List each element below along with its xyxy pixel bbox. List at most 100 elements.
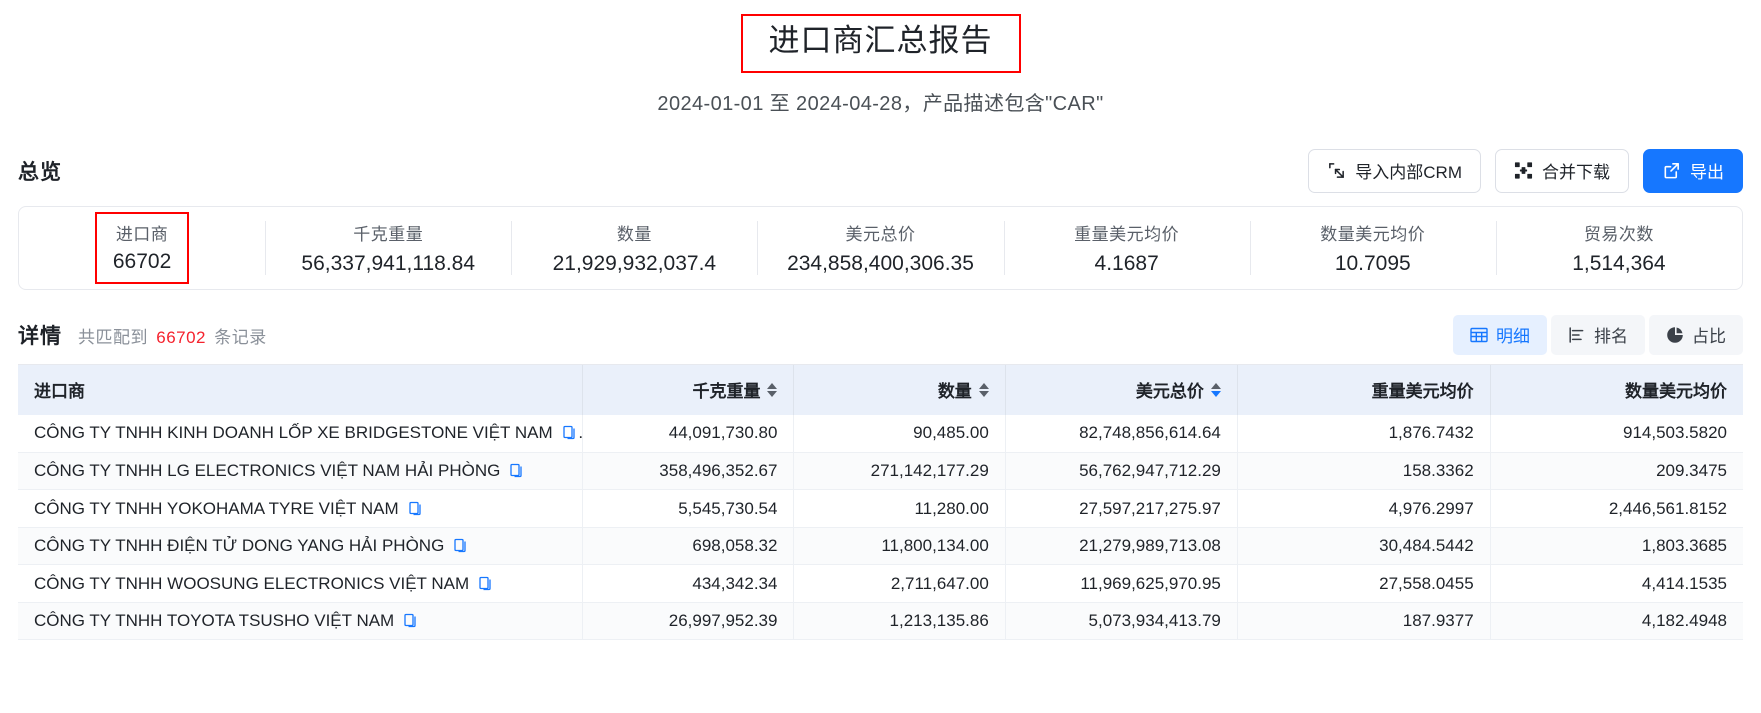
cell-usd-per-weight: 30,484.5442 [1237, 527, 1491, 566]
importer-name: CÔNG TY TNHH LG ELECTRONICS VIỆT NAM HẢI… [34, 461, 501, 480]
merge-download-label: 合并下载 [1542, 163, 1610, 183]
cell-importer-name: CÔNG TY TNHH LG ELECTRONICS VIỆT NAM HẢI… [18, 452, 584, 491]
stat-weight-kg: 千克重量 56,337,941,118.84 [265, 207, 511, 289]
cell-quantity: 271,142,177.29 [793, 452, 1006, 491]
importer-name-wrap: CÔNG TY TNHH KINH DOANH LỐP XE BRIDGESTO… [34, 423, 578, 443]
stat-usd-per-weight-label: 重量美元均价 [1074, 224, 1180, 244]
stat-weight-kg-value: 56,337,941,118.84 [301, 251, 476, 275]
sort-arrows-usd-total[interactable] [1210, 382, 1221, 397]
cell-weight-kg: 698,058.32 [582, 527, 795, 566]
detail-meta-suffix: 条记录 [214, 327, 267, 347]
copy-icon[interactable] [509, 463, 525, 479]
column-header-quantity[interactable]: 数量 [793, 364, 1006, 415]
overview-actions: 导入内部CRM 合并下载 [1308, 148, 1743, 193]
cell-weight-kg: 5,545,730.54 [582, 489, 795, 528]
table-row[interactable]: CÔNG TY TNHH LG ELECTRONICS VIỆT NAM HẢI… [18, 452, 1743, 491]
export-label: 导出 [1690, 163, 1724, 183]
column-header-importer-inner: 进口商 [34, 377, 85, 402]
copy-icon[interactable] [562, 425, 578, 441]
cell-usd-per-quantity: 2,446,561.8152 [1490, 489, 1743, 528]
cell-usd-per-weight: 4,976.2997 [1237, 489, 1491, 528]
importer-name-wrap: CÔNG TY TNHH TOYOTA TSUSHO VIỆT NAM [34, 611, 419, 631]
tab-share-view-label: 占比 [1692, 327, 1726, 347]
stat-trade-count-value: 1,514,364 [1572, 251, 1666, 275]
table-row[interactable]: CÔNG TY TNHH ĐIỆN TỬ DONG YANG HẢI PHÒNG… [18, 527, 1743, 566]
tab-detail-view[interactable]: 明细 [1453, 314, 1547, 355]
import-crm-button[interactable]: 导入内部CRM [1308, 148, 1481, 193]
stat-usd-per-quantity-value: 10.7095 [1334, 251, 1411, 275]
pie-share-icon [1666, 326, 1684, 344]
stat-usd-total-label: 美元总价 [845, 224, 916, 244]
sort-arrows-weight-kg[interactable] [767, 382, 778, 397]
table-row[interactable]: CÔNG TY TNHH TOYOTA TSUSHO VIỆT NAM 26,9… [18, 602, 1743, 641]
stat-usd-per-weight: 重量美元均价 4.1687 [1003, 207, 1250, 289]
column-header-usd-total[interactable]: 美元总价 [1005, 364, 1238, 415]
importer-detail-table: 进口商 千克重量 数量 [18, 364, 1743, 641]
importer-name: CÔNG TY TNHH WOOSUNG ELECTRONICS VIỆT NA… [34, 573, 470, 593]
column-header-usd-per-weight[interactable]: 重量美元均价 [1237, 364, 1491, 415]
detail-table-container: 进口商 千克重量 数量 [18, 363, 1743, 641]
importer-name: CÔNG TY TNHH KINH DOANH LỐP XE BRIDGESTO… [34, 423, 553, 443]
column-header-usd-total-inner: 美元总价 [1136, 377, 1221, 402]
merge-download-icon [1514, 161, 1533, 180]
column-header-importer-label: 进口商 [34, 382, 85, 402]
copy-icon[interactable] [408, 501, 424, 517]
cell-quantity: 11,800,134.00 [793, 527, 1006, 566]
stat-quantity-label: 数量 [616, 224, 652, 244]
overview-stats-card: 进口商 66702 千克重量 56,337,941,118.84 数量 21,9… [18, 205, 1743, 290]
cell-weight-kg: 358,496,352.67 [582, 452, 795, 491]
column-header-usd-total-label: 美元总价 [1135, 382, 1204, 402]
detail-record-count: 66702 [156, 327, 207, 347]
cell-usd-total: 82,748,856,614.64 [1005, 414, 1238, 453]
cell-usd-total: 56,762,947,712.29 [1005, 452, 1238, 491]
table-header: 进口商 千克重量 数量 [18, 364, 1743, 415]
importer-name: CÔNG TY TNHH TOYOTA TSUSHO VIỆT NAM [34, 611, 395, 630]
cell-quantity: 2,711,647.00 [793, 564, 1006, 603]
column-header-weight-kg-inner: 千克重量 [692, 377, 778, 402]
cell-usd-total: 11,969,625,970.95 [1005, 564, 1238, 603]
copy-icon[interactable] [478, 576, 494, 592]
stat-trade-count: 贸易次数 1,514,364 [1495, 207, 1742, 289]
stat-usd-per-quantity: 数量美元均价 10.7095 [1249, 207, 1496, 289]
cell-weight-kg: 44,091,730.80 [582, 414, 795, 453]
cell-importer-name: CÔNG TY TNHH WOOSUNG ELECTRONICS VIỆT NA… [18, 564, 584, 603]
sort-arrows-quantity[interactable] [978, 382, 989, 397]
cell-usd-per-quantity: 4,182.4948 [1490, 602, 1743, 641]
column-header-usd-per-quantity[interactable]: 数量美元均价 [1490, 364, 1743, 415]
cell-usd-total: 21,279,989,713.08 [1005, 527, 1238, 566]
cell-importer-name: CÔNG TY TNHH YOKOHAMA TYRE VIỆT NAM [18, 489, 584, 528]
stat-quantity-value: 21,929,932,037.4 [552, 251, 717, 275]
tab-rank-view[interactable]: 排名 [1551, 314, 1645, 355]
import-crm-icon [1327, 161, 1346, 180]
cell-importer-name: CÔNG TY TNHH KINH DOANH LỐP XE BRIDGESTO… [18, 414, 584, 453]
stat-usd-per-weight-value: 4.1687 [1094, 251, 1159, 275]
column-header-importer[interactable]: 进口商 [18, 364, 584, 415]
detail-heading-group: 详情 共匹配到 66702 条记录 [18, 320, 267, 350]
detail-title: 详情 [18, 324, 62, 348]
stat-quantity: 数量 21,929,932,037.4 [511, 207, 757, 289]
copy-icon[interactable] [453, 538, 469, 554]
report-header: 进口商汇总报告 2024-01-01 至 2024-04-28，产品描述包含"C… [0, 0, 1761, 116]
import-crm-label: 导入内部CRM [1355, 163, 1462, 183]
table-row[interactable]: CÔNG TY TNHH YOKOHAMA TYRE VIỆT NAM 5,54… [18, 489, 1743, 528]
table-row[interactable]: CÔNG TY TNHH WOOSUNG ELECTRONICS VIỆT NA… [18, 564, 1743, 603]
column-header-quantity-inner: 数量 [938, 377, 989, 402]
stat-usd-per-quantity-label: 数量美元均价 [1320, 224, 1426, 244]
table-row[interactable]: CÔNG TY TNHH KINH DOANH LỐP XE BRIDGESTO… [18, 414, 1743, 453]
tab-share-view[interactable]: 占比 [1649, 314, 1743, 355]
column-header-weight-kg-label: 千克重量 [692, 382, 761, 402]
column-header-usd-per-weight-label: 重量美元均价 [1371, 382, 1474, 402]
merge-download-button[interactable]: 合并下载 [1495, 148, 1629, 193]
export-button[interactable]: 导出 [1643, 148, 1743, 193]
cell-usd-per-weight: 187.9377 [1237, 602, 1491, 641]
copy-icon[interactable] [403, 613, 419, 629]
bar-rank-icon [1568, 326, 1586, 344]
stat-usd-total: 美元总价 234,858,400,306.35 [757, 207, 1003, 289]
column-header-weight-kg[interactable]: 千克重量 [582, 364, 795, 415]
cell-quantity: 11,280.00 [793, 489, 1006, 528]
report-subtitle: 2024-01-01 至 2024-04-28，产品描述包含"CAR" [657, 92, 1104, 115]
tab-rank-view-label: 排名 [1594, 327, 1628, 347]
export-icon [1662, 161, 1681, 180]
importer-name-wrap: CÔNG TY TNHH WOOSUNG ELECTRONICS VIỆT NA… [34, 574, 494, 594]
